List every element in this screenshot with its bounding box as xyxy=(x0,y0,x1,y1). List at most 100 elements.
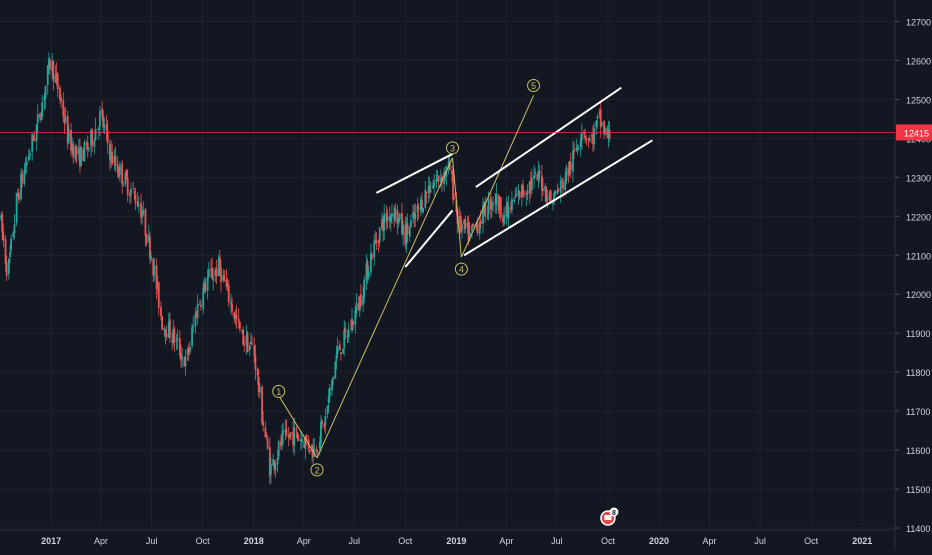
candle-body xyxy=(487,199,490,215)
candle-body xyxy=(29,153,31,156)
candle-body xyxy=(461,224,463,231)
candle-body xyxy=(334,361,337,379)
candle-body xyxy=(215,268,218,277)
candle-body xyxy=(405,224,408,246)
candle-body xyxy=(607,129,610,139)
candle-body xyxy=(451,170,453,175)
candle-body xyxy=(237,318,240,322)
candle-body xyxy=(7,258,10,274)
candle-body xyxy=(203,280,206,291)
candle-body xyxy=(284,429,287,433)
candle-body xyxy=(498,196,501,210)
candle-body xyxy=(254,354,257,370)
candle-body xyxy=(603,120,605,134)
candle-body xyxy=(335,354,338,361)
wave-line[interactable] xyxy=(278,395,318,459)
candle-body xyxy=(452,174,454,200)
candle-body xyxy=(99,110,101,127)
candle-body xyxy=(567,168,570,176)
time-tick-label: Oct xyxy=(196,536,211,546)
candle-body xyxy=(217,257,220,277)
candle-body xyxy=(381,218,383,229)
candle-body xyxy=(149,236,151,259)
candle-body xyxy=(517,189,520,195)
candle-body xyxy=(113,156,116,163)
candle-body xyxy=(60,97,62,102)
candle-body xyxy=(429,190,432,192)
candle-body xyxy=(117,173,120,177)
price-tick-label: 11400 xyxy=(906,524,930,534)
wave-label-circle[interactable] xyxy=(310,463,324,477)
candle-body xyxy=(91,129,94,146)
candle-body xyxy=(522,184,524,195)
candle-body xyxy=(367,272,370,279)
candle-body xyxy=(534,171,537,174)
candle-body xyxy=(343,329,346,348)
candle-body xyxy=(499,197,502,218)
candle-body xyxy=(55,73,58,76)
candle-body xyxy=(47,58,50,67)
candle-body xyxy=(296,432,299,439)
price-tick-label: 12100 xyxy=(906,251,931,261)
candle-body xyxy=(245,334,248,347)
candle-body xyxy=(265,436,268,438)
wave-label-circle[interactable] xyxy=(527,78,541,92)
candle-body xyxy=(156,283,159,288)
candle-body xyxy=(398,213,401,220)
candle-body xyxy=(109,143,111,161)
candle-body xyxy=(412,212,414,219)
candle-body xyxy=(70,130,72,151)
last-price-badge xyxy=(896,124,932,141)
candle-body xyxy=(164,329,167,336)
candle-body xyxy=(349,328,352,330)
candle-body xyxy=(482,204,484,225)
candle-body xyxy=(23,169,26,184)
candle-body xyxy=(331,379,333,391)
candle-body xyxy=(528,181,531,194)
candle-body xyxy=(1,214,4,233)
channel-trend-line[interactable] xyxy=(375,153,453,194)
candle-body xyxy=(377,240,380,244)
candle-body xyxy=(32,136,35,141)
time-tick-label: 2019 xyxy=(446,536,466,546)
candle-body xyxy=(491,204,493,209)
time-tick-label: 2020 xyxy=(649,536,669,546)
channel-trend-line[interactable] xyxy=(463,139,653,257)
channel-trend-line[interactable] xyxy=(475,86,622,188)
wave-label: 5 xyxy=(531,81,536,91)
candle-body xyxy=(80,146,82,166)
candle-body xyxy=(502,217,504,223)
wave-label-circle[interactable] xyxy=(272,384,286,398)
candle-body xyxy=(397,217,400,224)
time-axis: 2017 Apr Jul Oct 2018 Apr Jul Oct 2019 Apr Jul Oct 2… xyxy=(0,529,895,546)
candle-body xyxy=(587,138,590,140)
channel-trend-line[interactable] xyxy=(404,209,454,268)
candle-body xyxy=(382,220,384,232)
wave-line[interactable] xyxy=(451,157,462,258)
candle-body xyxy=(575,147,578,151)
candle-body xyxy=(389,214,392,222)
candle-body xyxy=(155,265,158,290)
candle-body xyxy=(20,173,22,200)
candle-body xyxy=(178,338,181,356)
candle-body xyxy=(266,439,269,449)
candle-body xyxy=(606,128,609,138)
wave-line[interactable] xyxy=(460,95,535,258)
candle-body xyxy=(153,266,156,276)
candle-body xyxy=(346,335,349,338)
candle-body xyxy=(234,314,237,320)
wave-label-circle[interactable] xyxy=(445,141,459,155)
candle-body xyxy=(242,329,245,345)
candle-body xyxy=(479,220,482,225)
wave-label-circle[interactable] xyxy=(454,262,468,276)
candle-body xyxy=(67,129,70,143)
candle-body xyxy=(526,191,529,194)
candle-body xyxy=(437,175,440,182)
candle-body xyxy=(315,449,318,452)
candle-body xyxy=(414,213,417,220)
wave-line[interactable] xyxy=(316,157,453,459)
candle-body xyxy=(579,138,582,148)
event-count-badge xyxy=(609,507,619,517)
